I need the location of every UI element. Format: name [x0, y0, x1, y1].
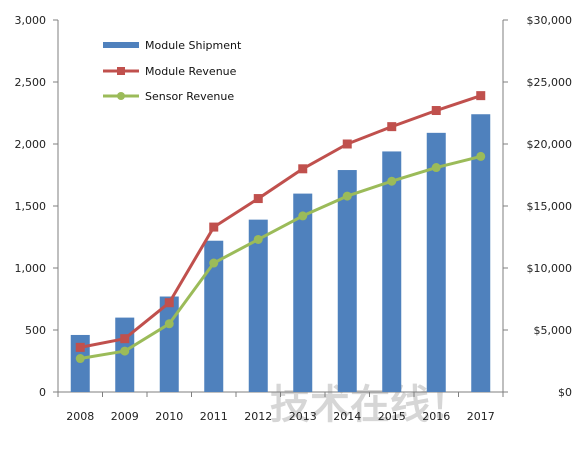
y-left-tick-label: 2,000	[15, 138, 47, 151]
point-sensor-revenue	[253, 234, 263, 244]
y-left-tick-label: 1,500	[15, 200, 47, 213]
point-sensor-revenue	[298, 211, 308, 221]
point-module-revenue	[253, 194, 263, 204]
point-sensor-revenue	[164, 319, 174, 329]
bar-module-shipment	[293, 193, 313, 392]
y-left-tick-label: 1,000	[15, 262, 47, 275]
point-sensor-revenue	[431, 163, 441, 173]
point-module-revenue	[431, 106, 441, 116]
y-left-tick-label: 500	[25, 324, 46, 337]
legend-marker-module-revenue	[117, 67, 125, 75]
bar-module-shipment	[337, 170, 357, 392]
point-sensor-revenue	[120, 346, 130, 356]
point-sensor-revenue	[476, 151, 486, 161]
y-left-tick-label: 3,000	[15, 14, 47, 27]
legend-label: Module Revenue	[145, 65, 237, 78]
bar-module-shipment	[204, 240, 224, 392]
point-module-revenue	[75, 342, 85, 352]
x-tick-label: 2013	[289, 410, 317, 423]
y-right-tick-label: $15,000	[527, 200, 573, 213]
point-sensor-revenue	[387, 176, 397, 186]
y-right-tick-label: $25,000	[527, 76, 573, 89]
axes: 0 500 1,000 1,500 2,000 2,500 3,000 $0 $5,000 $10…	[15, 14, 573, 423]
legend-marker-sensor-revenue	[117, 92, 125, 100]
point-module-revenue	[387, 122, 397, 132]
bar-module-shipment	[248, 219, 268, 392]
line-series	[75, 91, 486, 364]
y-right-tick-label: $0	[558, 386, 572, 399]
bar-module-shipment	[70, 334, 90, 392]
point-module-revenue	[298, 164, 308, 174]
x-tick-label: 2016	[422, 410, 450, 423]
legend-label: Module Shipment	[145, 39, 242, 52]
x-tick-label: 2011	[200, 410, 228, 423]
y-left-tick-label: 0	[39, 386, 46, 399]
x-tick-label: 2008	[66, 410, 94, 423]
x-tick-label: 2012	[244, 410, 272, 423]
y-right-tick-label: $20,000	[527, 138, 573, 151]
y-left-tick-label: 2,500	[15, 76, 47, 89]
point-module-revenue	[209, 222, 219, 232]
point-module-revenue	[120, 334, 130, 344]
bar-series	[70, 114, 491, 393]
y-right-tick-label: $5,000	[534, 324, 573, 337]
point-sensor-revenue	[342, 191, 352, 201]
x-tick-label: 2009	[111, 410, 139, 423]
x-tick-label: 2017	[467, 410, 495, 423]
line-sensor-revenue	[80, 154, 482, 360]
bar-module-shipment	[471, 114, 491, 393]
point-module-revenue	[476, 91, 486, 101]
point-module-revenue	[342, 139, 352, 149]
y-right-tick-label: $10,000	[527, 262, 573, 275]
bar-module-shipment	[159, 296, 179, 392]
line-module-revenue	[79, 94, 482, 349]
point-sensor-revenue	[75, 354, 85, 364]
x-tick-label: 2014	[333, 410, 361, 423]
x-tick-label: 2015	[378, 410, 406, 423]
x-tick-label: 2010	[155, 410, 183, 423]
point-module-revenue	[164, 298, 174, 308]
legend-label: Sensor Revenue	[145, 90, 234, 103]
bar-module-shipment	[426, 132, 446, 392]
point-sensor-revenue	[209, 258, 219, 268]
legend-swatch-module-shipment	[103, 42, 139, 48]
y-right-tick-label: $30,000	[527, 14, 573, 27]
legend: Module Shipment Module Revenue Sensor Reve…	[103, 39, 242, 103]
bar-module-shipment	[382, 151, 402, 392]
